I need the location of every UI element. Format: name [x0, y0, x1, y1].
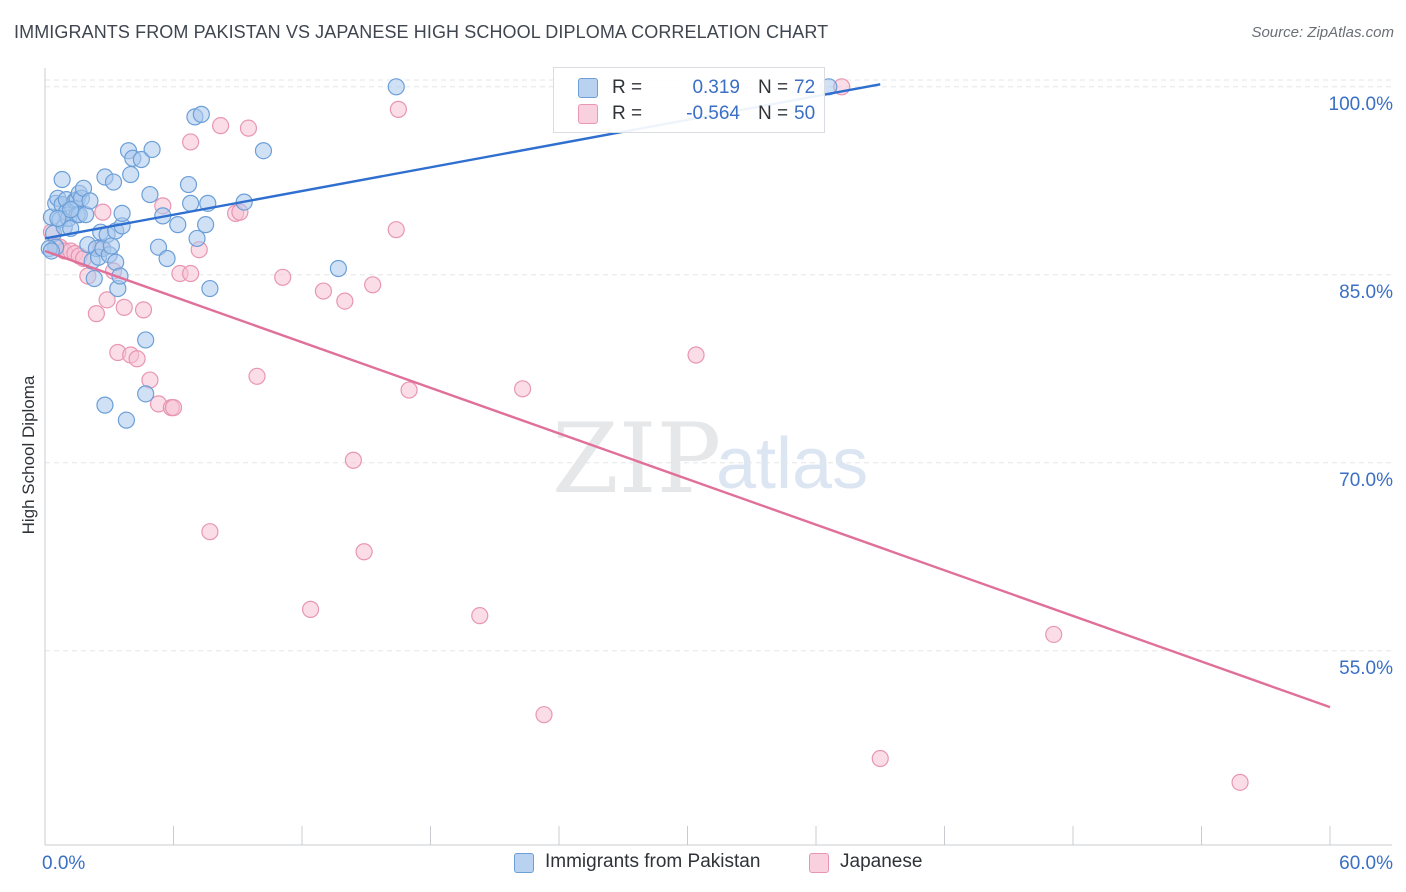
- japanese-point: [182, 133, 200, 151]
- japanese-point: [364, 276, 382, 294]
- pakistan-point: [387, 78, 405, 96]
- legend-r-value: 0.319: [692, 77, 740, 98]
- bottom-legend-label: Japanese: [840, 851, 923, 872]
- japanese-trend-line: [44, 249, 1331, 709]
- pakistan-point: [201, 279, 219, 298]
- pakistan-point: [143, 140, 161, 159]
- japanese-point: [98, 291, 116, 309]
- pakistan-point: [49, 209, 67, 227]
- japanese-point: [871, 749, 889, 768]
- y-tick-label: 85.0%: [1339, 282, 1393, 303]
- japanese-point: [687, 346, 705, 364]
- pakistan-point: [102, 237, 120, 255]
- source-label: Source: ZipAtlas.com: [1251, 24, 1394, 41]
- legend-r-label: R =: [612, 77, 643, 98]
- pakistan-point: [329, 259, 348, 278]
- japanese-point: [1231, 773, 1249, 791]
- y-tick-label: 70.0%: [1339, 470, 1393, 491]
- japanese-point: [400, 381, 418, 399]
- trend-lines: [44, 83, 1331, 709]
- legend-n-value: 50: [794, 103, 816, 124]
- bottom-legend-swatch-pink: [809, 853, 829, 873]
- y-axis-label: High School Diploma: [19, 375, 38, 535]
- japanese-point: [301, 600, 320, 618]
- legend-r-value: -0.564: [686, 103, 740, 124]
- y-tick-label: 55.0%: [1339, 658, 1393, 679]
- pakistan-point: [62, 201, 80, 219]
- japanese-points: [42, 78, 1249, 791]
- pakistan-point: [85, 269, 103, 288]
- japanese-point: [513, 380, 532, 398]
- legend-swatch-blue: [578, 78, 598, 98]
- bottom-legend-label: Immigrants from Pakistan: [545, 851, 761, 872]
- legend-n-value: 72: [794, 77, 816, 98]
- japanese-point: [115, 298, 133, 316]
- legend-swatch-pink: [578, 104, 598, 124]
- japanese-point: [1045, 625, 1063, 644]
- correlation-legend: R = 0.319 N = 72 R = -0.564 N = 50: [553, 67, 825, 133]
- legend-r-label: R =: [612, 103, 643, 124]
- pakistan-point: [137, 385, 155, 403]
- pakistan-point: [132, 150, 150, 169]
- japanese-point: [274, 268, 292, 286]
- pakistan-point: [254, 142, 273, 160]
- pakistan-point: [137, 331, 155, 349]
- watermark-atlas: atlas: [716, 424, 868, 504]
- japanese-point: [182, 264, 200, 283]
- japanese-point: [212, 117, 230, 135]
- japanese-point: [471, 607, 489, 625]
- japanese-point: [134, 301, 153, 319]
- japanese-point: [87, 305, 106, 323]
- legend-n-label: N =: [758, 103, 789, 124]
- japanese-point: [389, 100, 407, 118]
- japanese-point: [201, 523, 219, 541]
- axes: [44, 68, 1392, 846]
- japanese-point: [164, 399, 183, 417]
- pakistan-point: [81, 192, 99, 210]
- watermark-zip: ZIP: [552, 403, 721, 515]
- pakistan-point: [158, 249, 176, 268]
- japanese-point: [387, 221, 405, 239]
- pakistan-point: [192, 105, 210, 123]
- japanese-point: [344, 451, 362, 469]
- pakistan-point: [182, 194, 200, 212]
- japanese-point: [355, 543, 373, 561]
- x-tick-label-min: 0.0%: [42, 853, 85, 874]
- tick-labels: 55.0% 70.0% 85.0% 100.0% 0.0% 60.0%: [42, 94, 1393, 874]
- pakistan-point: [104, 173, 123, 191]
- x-tick-label-max: 60.0%: [1339, 853, 1393, 874]
- japanese-point: [248, 367, 266, 385]
- pakistan-point: [141, 185, 159, 204]
- chart-title: IMMIGRANTS FROM PAKISTAN VS JAPANESE HIG…: [14, 22, 829, 42]
- pakistan-point: [169, 216, 187, 234]
- japanese-point: [128, 350, 146, 368]
- y-tick-label: 100.0%: [1329, 94, 1394, 115]
- pakistan-point: [117, 411, 135, 429]
- japanese-point: [314, 282, 333, 300]
- japanese-point: [94, 203, 112, 221]
- bottom-legend-swatch-blue: [514, 853, 534, 873]
- japanese-point: [336, 292, 354, 310]
- pakistan-point: [53, 170, 71, 189]
- japanese-point: [239, 119, 258, 137]
- pakistan-point: [122, 165, 140, 184]
- japanese-point: [535, 706, 553, 724]
- pakistan-point: [113, 204, 131, 222]
- pakistan-point: [96, 396, 114, 414]
- pakistan-point: [197, 216, 215, 234]
- pakistan-point: [179, 175, 198, 194]
- legend-n-label: N =: [758, 77, 789, 98]
- pakistan-point: [188, 229, 206, 248]
- grid-lines: [45, 79, 1392, 652]
- pakistan-points: [40, 78, 838, 429]
